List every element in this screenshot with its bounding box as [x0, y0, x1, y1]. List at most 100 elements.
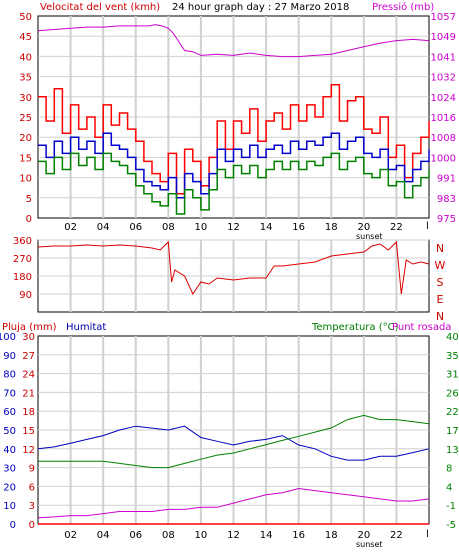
wind-y-tick: 25: [19, 113, 32, 124]
wind-y-tick: 5: [26, 194, 32, 205]
temperature-y-tick: 13: [446, 445, 459, 456]
rain-y-tick: 21: [22, 388, 35, 399]
pressure-y-tick: 1032: [431, 73, 456, 84]
wind-x-ticks: 02 04 06 08 10 12 14 16 18 20 22: [64, 222, 403, 233]
temperature-y-tick: 17: [446, 426, 459, 437]
temperature-y-tick: 22: [446, 407, 459, 418]
humidity-y-tick: 100: [0, 332, 16, 343]
wind-y-tick: 45: [19, 32, 32, 43]
temp-x-tick: 04: [97, 530, 110, 541]
humidity-axis-label: Humitat: [66, 322, 106, 333]
temp-x-tick: 16: [292, 530, 305, 541]
rain-y-tick: 24: [22, 370, 35, 381]
wind-x-tick: 22: [390, 222, 403, 233]
humidity-y-tick: 30: [3, 464, 16, 475]
temp-x-tick: 12: [227, 530, 240, 541]
rain-y-ticks: 0 3 6 9 12 15 18 21 24 27 30: [22, 332, 35, 531]
direction-gridlines: [38, 239, 429, 312]
wind-x-tick: 12: [227, 222, 240, 233]
direction-line: [37, 240, 430, 296]
wind-y-tick: 10: [19, 174, 32, 185]
temperature-y-tick: -5: [446, 520, 456, 531]
humidity-y-tick: 40: [3, 445, 16, 456]
temp-x-tick: 14: [260, 530, 273, 541]
direction-y-tick: 180: [13, 272, 32, 283]
rain-y-tick: 27: [22, 351, 35, 362]
humidity-y-tick: 50: [3, 426, 16, 437]
temp-x-tick: 20: [357, 530, 370, 541]
temperature-line: [38, 414, 430, 469]
temp-series: [37, 414, 430, 525]
pressure-line: [37, 24, 430, 58]
wind-x-tick: 16: [292, 222, 305, 233]
pressure-axis-label: Pressió (mb): [372, 1, 434, 13]
wind-x-tick: 02: [64, 222, 77, 233]
wind-y-tick: 15: [19, 153, 32, 164]
direction-series: [37, 240, 430, 296]
wind-x-tick: 20: [357, 222, 370, 233]
temp-x-tick: 02: [64, 530, 77, 541]
temperature-y-tick: 31: [446, 370, 459, 381]
humidity-line: [37, 425, 430, 461]
temperature-y-tick: 26: [446, 388, 459, 399]
direction-y-tick: 360: [13, 236, 32, 247]
wind-x-tick: 06: [129, 222, 142, 233]
temperature-axis-label: Temperatura (°C): [311, 322, 399, 333]
wind-x-tick: 14: [260, 222, 273, 233]
compass-label: E: [437, 293, 444, 306]
wind-y-tick: 35: [19, 73, 32, 84]
pressure-y-tick: 1024: [431, 93, 456, 104]
temp-x-tick: 10: [195, 530, 208, 541]
temp-sunset-label: sunset: [356, 540, 383, 549]
wind-y-tick: 0: [26, 214, 32, 225]
wind-y-tick: 20: [19, 133, 32, 144]
humidity-y-tick: 0: [10, 520, 16, 531]
wind-x-tick: 10: [195, 222, 208, 233]
wind-x-end-label: l: [426, 221, 429, 232]
rain-y-tick: 18: [22, 407, 35, 418]
pressure-y-tick: 1041: [431, 52, 456, 63]
humidity-y-tick: 10: [3, 501, 16, 512]
temperature-y-tick: 4: [446, 482, 452, 493]
wind-y-tick: 40: [19, 52, 32, 63]
pressure-y-tick: 1008: [431, 133, 456, 144]
dewpoint-line: [37, 487, 430, 519]
gust-line: [38, 83, 430, 195]
rain-y-tick: 15: [22, 426, 35, 437]
compass-label: N: [436, 242, 444, 255]
pressure-y-tick: 1057: [431, 12, 456, 23]
rain-axis-label: Pluja (mm): [2, 322, 57, 333]
humidity-y-tick: 20: [3, 482, 16, 493]
wind-axis-label: Velocitat del vent (kmh): [40, 2, 160, 13]
compass-label: W: [435, 259, 446, 272]
temp-gridlines: [38, 336, 429, 524]
rain-y-tick: 30: [22, 332, 35, 343]
pressure-y-tick: 983: [437, 194, 456, 205]
graph-title: 24 hour graph day : 27 Marzo 2018: [172, 2, 349, 13]
humidity-y-tick: 90: [3, 351, 16, 362]
pressure-y-tick: 991: [437, 174, 456, 185]
wind-y-tick: 30: [19, 93, 32, 104]
temperature-y-tick: 8: [446, 464, 452, 475]
wind-x-tick: 08: [162, 222, 175, 233]
wind-y-tick: 50: [19, 12, 32, 23]
rain-y-tick: 3: [29, 501, 35, 512]
temperature-y-tick: 35: [446, 351, 459, 362]
pressure-y-tick: 1000: [431, 153, 456, 164]
pressure-y-tick: 1049: [431, 32, 456, 43]
wind-x-tick: 04: [97, 222, 110, 233]
humidity-y-tick: 80: [3, 370, 16, 381]
wind-y-ticks: 0 5 10 15 20 25 30 35 40 45 50: [19, 12, 32, 225]
temperature-y-tick: -1: [446, 501, 456, 512]
temperature-y-ticks: -5 -1 4 8 13 17 22 26 31 35 40: [446, 332, 459, 531]
rain-y-tick: 12: [22, 445, 35, 456]
temperature-y-tick: 40: [446, 332, 459, 343]
temp-x-tick: 08: [162, 530, 175, 541]
humidity-y-ticks: 0 10 20 30 40 50 60 70 80 90 100: [0, 332, 16, 531]
direction-y-tick: 90: [19, 290, 32, 301]
wind-sunset-label: sunset: [356, 232, 383, 241]
wind-series: [37, 24, 430, 215]
